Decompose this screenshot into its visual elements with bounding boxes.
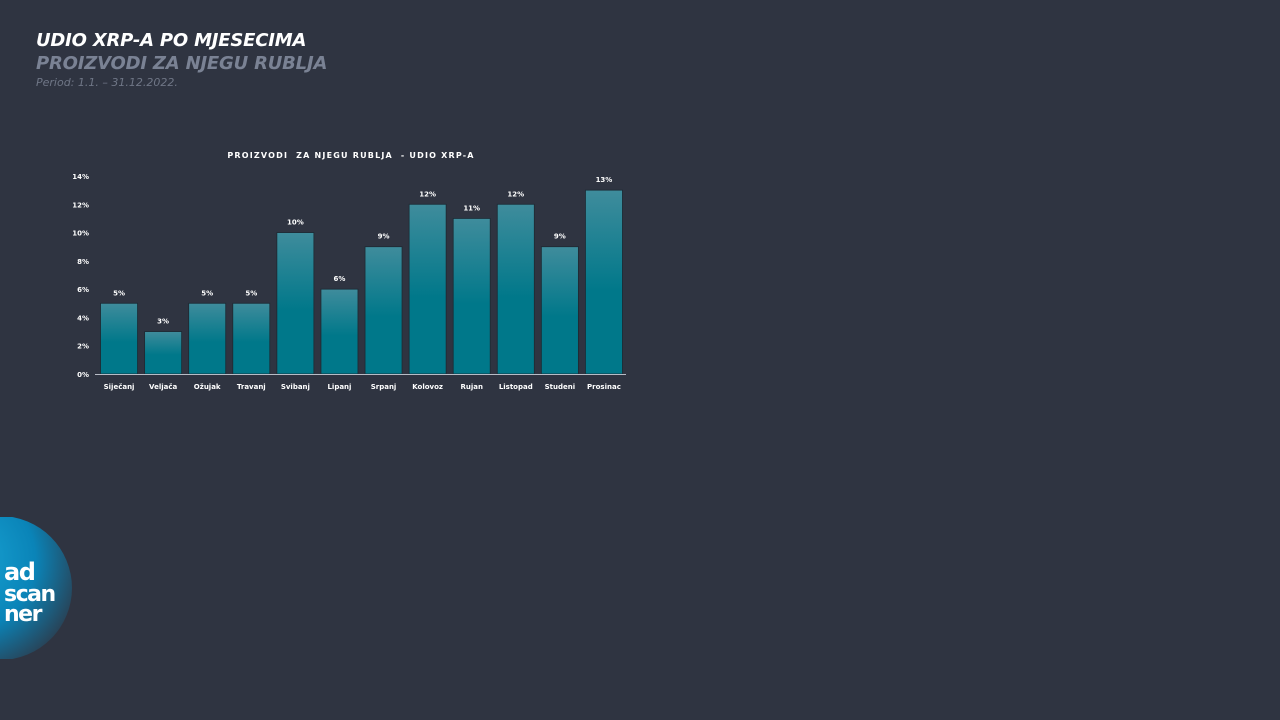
logo-text-2: scan (4, 582, 55, 607)
x-tick-label: Rujan (460, 383, 482, 391)
bar-value-label: 9% (554, 233, 566, 241)
x-tick-label: Ožujak (194, 383, 221, 391)
logo-text-1: ad (4, 558, 35, 586)
bar (144, 331, 183, 375)
bar (496, 203, 535, 375)
logo-graphic: ad scan ner (0, 517, 72, 659)
bar-value-label: 9% (378, 233, 390, 241)
x-tick-label: Svibanj (281, 383, 310, 391)
bar-value-label: 10% (287, 219, 304, 227)
page-subtitle: PROIZVODI ZA NJEGU RUBLJA (36, 53, 328, 74)
x-tick-label: Veljača (149, 383, 177, 391)
bar (100, 302, 138, 375)
bar-value-label: 6% (334, 275, 346, 283)
bar-value-label: 5% (201, 289, 213, 297)
x-tick-label: Travanj (237, 383, 266, 391)
bar-value-label: 5% (245, 289, 257, 297)
bar-value-label: 12% (419, 190, 436, 198)
bar (585, 189, 623, 375)
y-tick-label: 6% (77, 286, 89, 294)
adscanner-logo: ad scan ner (0, 517, 74, 659)
x-tick-label: Kolovoz (412, 383, 443, 391)
bar (364, 246, 403, 375)
x-tick-label: Studeni (545, 383, 576, 391)
bar (276, 232, 315, 375)
x-tick-label: Srpanj (371, 383, 397, 391)
period-label: Period: 1.1. – 31.12.2022. (36, 76, 178, 89)
x-tick-label: Prosinac (587, 383, 621, 391)
y-tick-label: 8% (77, 258, 89, 266)
bar-value-label: 3% (157, 318, 169, 326)
bar (232, 302, 271, 375)
y-axis: 0% 2% 4% 6% 8% 10% 12% 14% (72, 173, 89, 379)
bar (452, 218, 491, 375)
x-tick-label: Siječanj (104, 383, 135, 391)
bar (408, 203, 447, 375)
y-tick-label: 2% (77, 343, 89, 351)
chart-title: PROIZVODI ZA NJEGU RUBLJA - UDIO XRP-A (227, 151, 474, 160)
bar-value-label: 13% (596, 176, 613, 184)
y-tick-label: 12% (72, 201, 89, 209)
y-tick-label: 0% (77, 371, 89, 379)
y-tick-label: 4% (77, 314, 89, 322)
x-tick-label: Lipanj (327, 383, 351, 391)
y-tick-label: 10% (72, 230, 89, 238)
bar (320, 288, 359, 375)
bar (540, 246, 579, 375)
bar-value-label: 11% (463, 204, 480, 212)
y-tick-label: 14% (72, 173, 89, 181)
bar-value-label: 5% (113, 289, 125, 297)
bar (188, 302, 227, 375)
bar-value-label: 12% (507, 190, 524, 198)
bars: 5% 3% 5% 5% 10% 6% 9% 12% 11% 12% 9% 13% (100, 176, 623, 375)
logo-text-3: ner (4, 602, 43, 627)
logo-circle (0, 517, 72, 659)
page-title: UDIO XRP-A PO MJESECIMA (36, 30, 307, 51)
x-axis: Siječanj Veljača Ožujak Travanj Svibanj Lipan… (95, 374, 626, 391)
x-tick-label: Listopad (499, 383, 533, 391)
